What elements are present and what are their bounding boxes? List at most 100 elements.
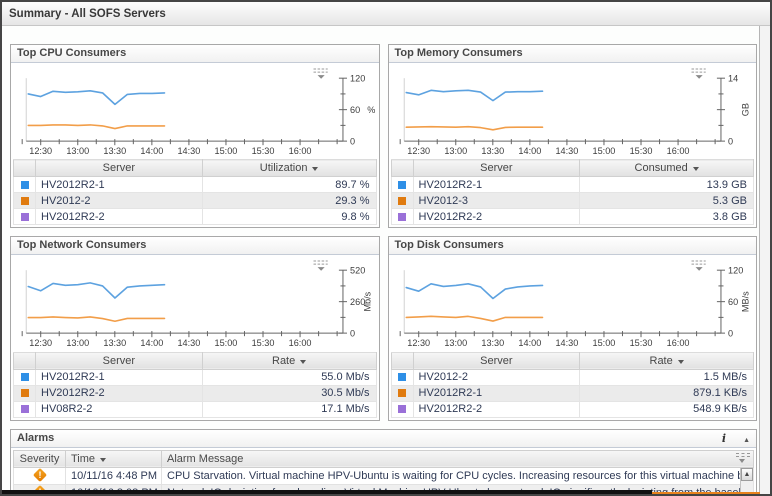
table-row[interactable]: HV2012-2 29.3 % xyxy=(13,192,377,210)
sort-desc-icon xyxy=(677,359,684,364)
network-chart[interactable]: 12:30 13:00 13:30 14:00 14:30 15:00 15:30 16:00… xyxy=(11,255,379,351)
disk-table: Server Rate HV2012-2 1.5 MB/s HV2012R2-1 8… xyxy=(390,351,755,418)
bottom-crop-strip xyxy=(2,490,652,494)
server-name: HV2012R2-1 xyxy=(35,176,203,194)
svg-text:14:00: 14:00 xyxy=(140,338,163,348)
svg-text:520: 520 xyxy=(350,266,365,276)
svg-text:14:00: 14:00 xyxy=(518,146,541,156)
info-icon[interactable]: i xyxy=(721,431,726,445)
svg-text:14:30: 14:30 xyxy=(177,338,200,348)
panel-grid: Top CPU Consumers 12:30 13:00 13:30 14:00 14… xyxy=(10,44,757,421)
warning-icon: ! xyxy=(32,468,47,483)
alarms-title: Alarms xyxy=(17,431,55,444)
table-customizer-icon[interactable] xyxy=(736,452,750,463)
table-row[interactable]: HV2012R2-1 55.0 Mb/s xyxy=(13,368,377,386)
bottom-orange-strip xyxy=(652,492,760,494)
alarm-time: 10/11/16 4:48 PM xyxy=(65,466,162,485)
svg-text:14:00: 14:00 xyxy=(518,338,541,348)
column-header-server[interactable]: Server xyxy=(35,351,203,370)
svg-text:14:30: 14:30 xyxy=(555,338,578,348)
series-swatch xyxy=(20,405,29,414)
scroll-up-icon[interactable]: ▲ xyxy=(741,467,753,481)
sort-desc-icon xyxy=(100,457,107,462)
column-header-server[interactable]: Server xyxy=(35,159,203,178)
panel-title-memory: Top Memory Consumers xyxy=(388,45,756,63)
column-header-consumed[interactable]: Consumed xyxy=(579,159,754,178)
server-name: HV2012R2-2 xyxy=(35,384,203,402)
table-row[interactable]: HV2012R2-1 13.9 GB xyxy=(390,176,754,194)
swatch-column-header xyxy=(390,159,414,178)
page-scrollbar[interactable] xyxy=(759,26,770,494)
series-swatch xyxy=(20,196,29,205)
svg-text:12:30: 12:30 xyxy=(29,338,52,348)
svg-text:15:30: 15:30 xyxy=(629,146,652,156)
metric-value: 9.8 % xyxy=(201,208,377,226)
column-header-rate[interactable]: Rate xyxy=(201,351,377,370)
table-row[interactable]: HV2012R2-2 9.8 % xyxy=(13,208,377,226)
server-name: HV08R2-2 xyxy=(35,400,203,418)
svg-text:13:30: 13:30 xyxy=(481,146,504,156)
table-row[interactable]: HV2012R2-2 3.8 GB xyxy=(390,208,754,226)
cpu-table: Server Utilization HV2012R2-1 89.7 % HV20… xyxy=(13,159,377,226)
series-swatch xyxy=(20,180,29,189)
panel-top-cpu-consumers: Top CPU Consumers 12:30 13:00 13:30 14:00 14… xyxy=(10,44,380,229)
svg-text:15:30: 15:30 xyxy=(252,146,275,156)
panel-top-network-consumers: Top Network Consumers 12:30 13:00 13:30 14:… xyxy=(10,236,380,421)
swatch-column-header xyxy=(390,351,414,370)
column-header-severity[interactable]: Severity xyxy=(13,449,66,468)
server-name: HV2012R2-1 xyxy=(412,384,581,402)
memory-table: Server Consumed HV2012R2-1 13.9 GB HV2012… xyxy=(390,159,755,226)
svg-text:15:00: 15:00 xyxy=(592,146,615,156)
svg-text:16:00: 16:00 xyxy=(666,146,689,156)
metric-value: 89.7 % xyxy=(201,176,377,194)
panel-alarms: Alarms i ▲ Severity Time Alarm Message xyxy=(10,428,757,494)
table-row[interactable]: HV2012-3 5.3 GB xyxy=(390,192,754,210)
svg-text:15:30: 15:30 xyxy=(252,338,275,348)
metric-value: 1.5 MB/s xyxy=(579,368,754,386)
svg-text:13:00: 13:00 xyxy=(66,146,89,156)
server-name: HV2012-2 xyxy=(412,368,581,386)
svg-text:12:30: 12:30 xyxy=(407,338,430,348)
alarm-message: CPU Starvation. Virtual machine HPV-Ubun… xyxy=(161,466,754,485)
table-row[interactable]: HV08R2-2 17.1 Mb/s xyxy=(13,400,377,418)
svg-text:16:00: 16:00 xyxy=(666,338,689,348)
svg-text:120: 120 xyxy=(350,74,365,84)
svg-text:13:00: 13:00 xyxy=(444,338,467,348)
metric-value: 879.1 KB/s xyxy=(579,384,754,402)
column-header-utilization[interactable]: Utilization xyxy=(201,159,377,178)
table-row[interactable]: HV2012-2 1.5 MB/s xyxy=(390,368,754,386)
svg-text:260: 260 xyxy=(350,298,365,308)
svg-text:0: 0 xyxy=(350,329,355,339)
series-swatch xyxy=(398,212,406,221)
svg-text:13:00: 13:00 xyxy=(66,338,89,348)
series-swatch xyxy=(398,196,406,205)
svg-text:MB/s: MB/s xyxy=(740,291,750,312)
svg-text:GB: GB xyxy=(740,103,750,116)
column-header-server[interactable]: Server xyxy=(412,159,581,178)
sort-desc-icon xyxy=(692,167,699,172)
column-header-server[interactable]: Server xyxy=(412,351,581,370)
column-header-rate[interactable]: Rate xyxy=(579,351,754,370)
cpu-chart[interactable]: 12:30 13:00 13:30 14:00 14:30 15:00 15:30 16:00… xyxy=(11,63,379,159)
collapse-icon[interactable]: ▲ xyxy=(743,436,750,444)
column-header-alarm-message[interactable]: Alarm Message xyxy=(161,449,754,468)
disk-chart[interactable]: 12:30 13:00 13:30 14:00 14:30 15:00 15:30 16:00… xyxy=(389,255,757,351)
svg-text:16:00: 16:00 xyxy=(289,146,312,156)
column-header-time[interactable]: Time xyxy=(65,449,162,468)
svg-text:15:30: 15:30 xyxy=(629,338,652,348)
series-swatch xyxy=(398,405,406,414)
svg-text:14:30: 14:30 xyxy=(555,146,578,156)
server-name: HV2012R2-2 xyxy=(35,208,203,226)
table-row[interactable]: HV2012R2-1 89.7 % xyxy=(13,176,377,194)
panel-title-network: Top Network Consumers xyxy=(11,237,379,256)
svg-text:120: 120 xyxy=(728,266,743,276)
alarm-row[interactable]: ! 10/11/16 4:48 PM CPU Starvation. Virtu… xyxy=(13,466,754,485)
svg-text:13:30: 13:30 xyxy=(103,146,126,156)
table-row[interactable]: HV2012R2-2 548.9 KB/s xyxy=(390,400,754,418)
memory-chart[interactable]: 12:30 13:00 13:30 14:00 14:30 15:00 15:30 16:00… xyxy=(389,63,757,159)
svg-text:14:00: 14:00 xyxy=(140,146,163,156)
alarms-scrollbar[interactable]: ▲ xyxy=(740,467,753,494)
table-row[interactable]: HV2012R2-1 879.1 KB/s xyxy=(390,384,754,402)
table-row[interactable]: HV2012R2-2 30.5 Mb/s xyxy=(13,384,377,402)
series-swatch xyxy=(20,373,29,382)
